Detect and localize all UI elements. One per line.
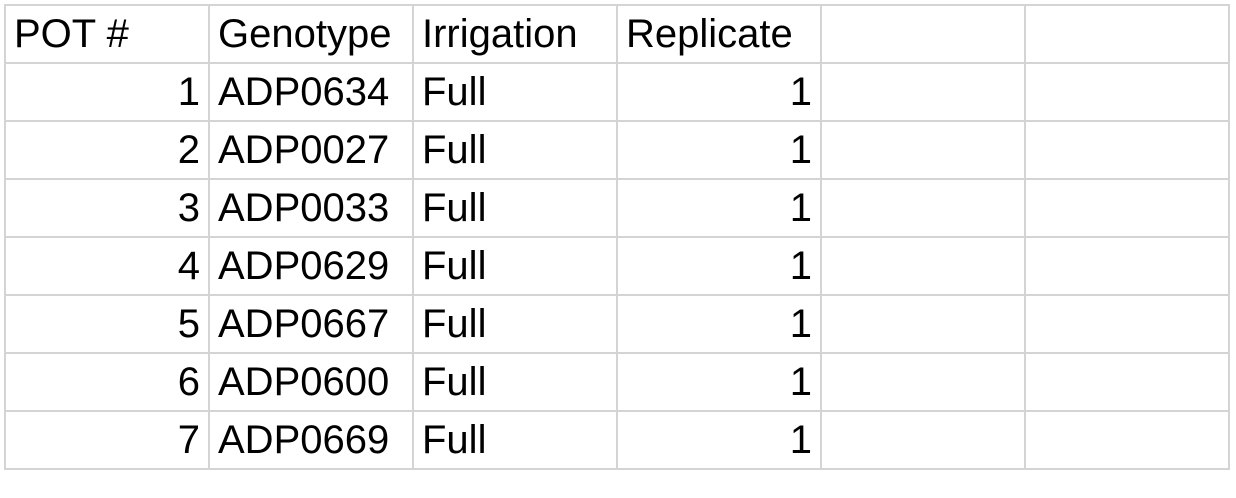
empty-cell[interactable] — [1024, 4, 1230, 64]
cell-irrigation[interactable]: Full — [412, 410, 618, 470]
cell-irrigation[interactable]: Full — [412, 120, 618, 180]
empty-cell[interactable] — [1024, 236, 1230, 296]
cell-irrigation[interactable]: Full — [412, 178, 618, 238]
empty-cell[interactable] — [1024, 294, 1230, 354]
empty-cell[interactable] — [820, 236, 1026, 296]
header-pot[interactable]: POT # — [4, 4, 210, 64]
empty-cell[interactable] — [1024, 410, 1230, 470]
cell-replicate[interactable]: 1 — [616, 62, 822, 122]
empty-cell[interactable] — [820, 178, 1026, 238]
cell-irrigation[interactable]: Full — [412, 62, 618, 122]
table-row: 3 ADP0033 Full 1 — [4, 178, 1230, 238]
empty-cell[interactable] — [820, 294, 1026, 354]
cell-pot[interactable]: 4 — [4, 236, 210, 296]
cell-genotype[interactable]: ADP0669 — [208, 410, 414, 470]
cell-pot[interactable]: 6 — [4, 352, 210, 412]
empty-cell[interactable] — [1024, 120, 1230, 180]
cell-replicate[interactable]: 1 — [616, 120, 822, 180]
empty-cell[interactable] — [820, 410, 1026, 470]
table-row: 1 ADP0634 Full 1 — [4, 62, 1230, 122]
cell-genotype[interactable]: ADP0629 — [208, 236, 414, 296]
table-row: 5 ADP0667 Full 1 — [4, 294, 1230, 354]
cell-genotype[interactable]: ADP0634 — [208, 62, 414, 122]
cell-pot[interactable]: 7 — [4, 410, 210, 470]
header-genotype[interactable]: Genotype — [208, 4, 414, 64]
table-row: 2 ADP0027 Full 1 — [4, 120, 1230, 180]
cell-replicate[interactable]: 1 — [616, 352, 822, 412]
cell-genotype[interactable]: ADP0033 — [208, 178, 414, 238]
cell-irrigation[interactable]: Full — [412, 294, 618, 354]
empty-cell[interactable] — [1024, 62, 1230, 122]
cell-pot[interactable]: 2 — [4, 120, 210, 180]
cell-irrigation[interactable]: Full — [412, 236, 618, 296]
empty-cell[interactable] — [820, 62, 1026, 122]
empty-cell[interactable] — [1024, 352, 1230, 412]
cell-replicate[interactable]: 1 — [616, 236, 822, 296]
cell-pot[interactable]: 5 — [4, 294, 210, 354]
cell-genotype[interactable]: ADP0667 — [208, 294, 414, 354]
cell-replicate[interactable]: 1 — [616, 410, 822, 470]
header-replicate[interactable]: Replicate — [616, 4, 822, 64]
header-irrigation[interactable]: Irrigation — [412, 4, 618, 64]
empty-cell[interactable] — [1024, 178, 1230, 238]
empty-cell[interactable] — [820, 120, 1026, 180]
empty-cell[interactable] — [820, 352, 1026, 412]
cell-genotype[interactable]: ADP0027 — [208, 120, 414, 180]
table-row: 6 ADP0600 Full 1 — [4, 352, 1230, 412]
cell-irrigation[interactable]: Full — [412, 352, 618, 412]
header-row: POT # Genotype Irrigation Replicate — [4, 4, 1230, 64]
cell-pot[interactable]: 1 — [4, 62, 210, 122]
cell-replicate[interactable]: 1 — [616, 178, 822, 238]
table-row: 7 ADP0669 Full 1 — [4, 410, 1230, 470]
cell-pot[interactable]: 3 — [4, 178, 210, 238]
cell-genotype[interactable]: ADP0600 — [208, 352, 414, 412]
empty-cell[interactable] — [820, 4, 1026, 64]
spreadsheet-table: POT # Genotype Irrigation Replicate 1 AD… — [4, 4, 1230, 470]
cell-replicate[interactable]: 1 — [616, 294, 822, 354]
table-row: 4 ADP0629 Full 1 — [4, 236, 1230, 296]
